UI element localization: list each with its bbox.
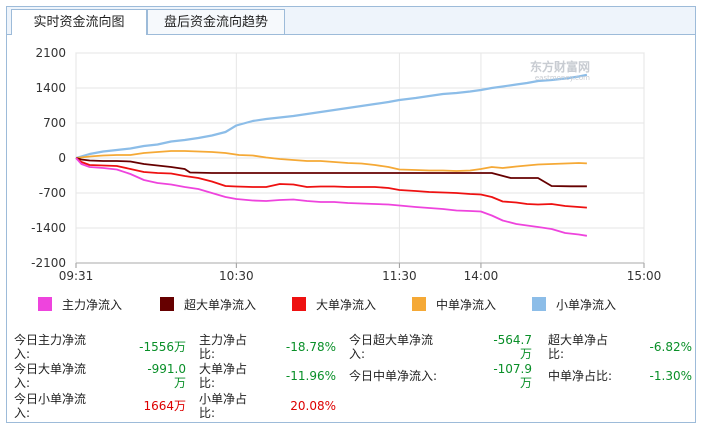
legend-label-main: 主力净流入 (62, 298, 123, 312)
legend-item-main[interactable]: 主力净流入 (38, 294, 122, 316)
stat-super-ratio-value: -6.82% (649, 340, 692, 354)
y-tick-label: -2100 (31, 256, 66, 270)
stat-small-ratio-label: 小单净占 比: (199, 392, 248, 420)
tab-after-close-trend[interactable]: 盘后资金流向趋势 (147, 9, 285, 34)
x-tick-label: 09:31 (59, 269, 94, 283)
y-tick-label: -1400 (31, 221, 66, 235)
stat-super-ratio-label: 超大单净占 比: (548, 333, 609, 361)
stat-main-in-label: 今日主力净流 入: (14, 333, 87, 361)
stat-mid-ratio-label: 中单净占比: (548, 369, 613, 383)
legend-item-mid[interactable]: 中单净流入 (412, 294, 496, 316)
legend-label-super: 超大单净流入 (184, 298, 257, 312)
legend-item-big[interactable]: 大单净流入 (292, 294, 376, 316)
legend-swatch-small (532, 297, 546, 311)
legend-swatch-mid (412, 297, 426, 311)
x-tick-label: 11:30 (382, 269, 417, 283)
legend-label-small: 小单净流入 (556, 298, 617, 312)
y-tick-label: -700 (39, 186, 66, 200)
stat-big-ratio-label: 大单净占 比: (199, 362, 248, 390)
legend-swatch-super (160, 297, 174, 311)
legend-item-super[interactable]: 超大单净流入 (160, 294, 256, 316)
watermark: 东方财富网 eastmoney.com (530, 59, 590, 82)
chart-series (75, 73, 588, 237)
series-line-mid (75, 150, 587, 172)
stat-mid-in-value: -107.9 万 (493, 362, 532, 390)
stat-small-in-value: 1664万 (143, 399, 186, 413)
watermark-subtext: eastmoney.com (535, 74, 590, 82)
stat-small-ratio-value: 20.08% (290, 399, 336, 413)
stat-super-in-value: -564.7 万 (493, 333, 532, 361)
stat-big-in-label: 今日大单净流 入: (14, 362, 87, 390)
series-line-small (75, 73, 588, 160)
stat-main-ratio-value: -18.78% (285, 340, 336, 354)
series-line-big (75, 157, 587, 209)
stat-big-ratio-value: -11.96% (285, 369, 336, 383)
series-line-super (75, 157, 587, 188)
y-tick-label: 700 (43, 116, 66, 130)
series-line-main (75, 157, 588, 237)
legend-item-small[interactable]: 小单净流入 (532, 294, 616, 316)
stat-main-ratio-label: 主力净占 比: (199, 333, 248, 361)
tab-realtime-flow[interactable]: 实时资金流向图 (11, 9, 147, 35)
y-axis: 2100 1400 700 0 -700 -1400 -2100 (31, 46, 66, 270)
legend-label-big: 大单净流入 (316, 298, 377, 312)
stat-small-in-label: 今日小单净流 入: (14, 392, 87, 420)
y-tick-label: 0 (58, 151, 66, 165)
tab-bar: 实时资金流向图 盘后资金流向趋势 (7, 7, 695, 35)
legend-swatch-main (38, 297, 52, 311)
stat-big-in-value: -991.0 万 (147, 362, 186, 390)
legend-label-mid: 中单净流入 (436, 298, 497, 312)
legend-swatch-big (292, 297, 306, 311)
watermark-text: 东方财富网 (530, 59, 590, 74)
chart-legend: 主力净流入 超大单净流入 大单净流入 中单净流入 小单净流入 (30, 294, 670, 316)
y-tick-label: 1400 (35, 81, 66, 95)
stat-main-in-value: -1556万 (139, 340, 186, 354)
x-axis: 09:31 10:30 11:30 14:00 15:00 (59, 262, 662, 283)
stat-mid-in-label: 今日中单净流入: (349, 369, 438, 383)
stat-super-in-label: 今日超大单净流 入: (349, 333, 434, 361)
x-tick-label: 15:00 (627, 269, 662, 283)
x-tick-label: 10:30 (219, 269, 254, 283)
stat-mid-ratio-value: -1.30% (649, 369, 692, 383)
x-tick-label: 14:00 (464, 269, 499, 283)
y-tick-label: 2100 (35, 46, 66, 60)
